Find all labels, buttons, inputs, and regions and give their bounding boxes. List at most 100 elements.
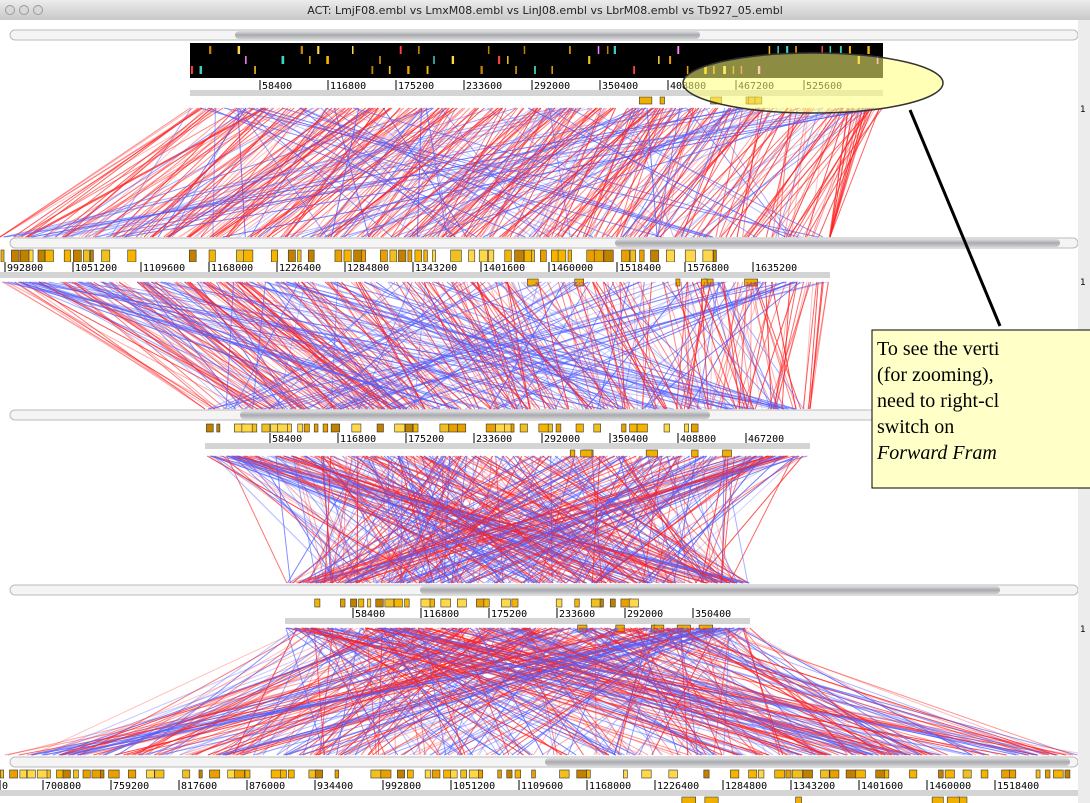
gene-feature: [758, 770, 764, 778]
gene-feature: [484, 599, 489, 607]
ruler-label: 992800: [7, 263, 43, 274]
gene-feature: [469, 250, 475, 262]
gene-feature: [146, 770, 154, 778]
gene-feature: [183, 770, 190, 778]
gene-feature: [326, 56, 329, 64]
gene-feature: [587, 770, 591, 778]
gene-feature: [304, 424, 309, 432]
gene-feature: [331, 424, 340, 432]
ruler-label: 1109600: [143, 263, 185, 274]
gene-feature: [669, 770, 678, 778]
gene-feature: [444, 770, 451, 778]
ruler-label: 175200: [398, 81, 434, 92]
gene-feature: [458, 424, 466, 432]
gene-feature: [604, 250, 613, 262]
gene-feature: [209, 46, 211, 54]
gene-feature: [128, 250, 136, 262]
gene-feature: [669, 56, 671, 64]
scrollbar-thumb[interactable]: [240, 411, 710, 419]
match-line: [776, 282, 807, 409]
ruler-label: 1460000: [551, 263, 593, 274]
gene-feature: [515, 66, 517, 74]
ruler-label: 1051200: [453, 781, 495, 792]
gene-feature: [45, 250, 53, 262]
gene-feature: [315, 599, 320, 607]
scrollbar-thumb[interactable]: [420, 586, 1000, 594]
gene-feature: [796, 797, 802, 803]
gene-feature: [317, 46, 319, 54]
gene-feature: [252, 424, 257, 432]
callout-text: To see the verti(for zooming),need to ri…: [876, 338, 1000, 464]
gene-feature: [376, 599, 383, 607]
gene-feature: [390, 250, 397, 262]
gene-feature: [594, 424, 601, 432]
gene-feature: [433, 250, 436, 262]
gene-feature: [189, 250, 196, 262]
gene-feature: [271, 250, 277, 262]
gene-feature: [520, 424, 527, 432]
gene-feature: [769, 46, 771, 54]
scrollbar-thumb[interactable]: [235, 31, 700, 39]
gene-feature: [488, 250, 494, 262]
gene-feature: [27, 770, 35, 778]
gene-feature: [488, 46, 490, 54]
side-label: 1: [1080, 105, 1086, 115]
gene-feature: [560, 770, 570, 778]
gene-feature: [245, 770, 250, 778]
gene-feature: [703, 250, 713, 262]
gene-feature: [395, 424, 405, 432]
gene-feature: [381, 770, 391, 778]
gene-feature: [666, 250, 674, 262]
gene-feature: [660, 97, 664, 104]
ruler-label: 1343200: [793, 781, 835, 792]
gene-feature: [658, 56, 660, 64]
gene-feature: [849, 46, 851, 54]
gene-feature: [206, 424, 213, 432]
ruler-label: 58400: [272, 434, 302, 445]
gene-feature: [551, 250, 558, 262]
zoom-button[interactable]: [34, 6, 43, 15]
ruler-label: 992800: [385, 781, 421, 792]
gene-feature: [704, 770, 709, 778]
gene-feature: [344, 250, 351, 262]
gene-feature: [963, 770, 971, 778]
ruler-label: 1635200: [755, 263, 797, 274]
gene-feature: [461, 770, 467, 778]
gene-feature: [0, 770, 3, 778]
gene-feature: [109, 770, 120, 778]
gene-feature: [128, 770, 135, 778]
gene-feature: [496, 424, 506, 432]
ruler-label: 1051200: [75, 263, 117, 274]
gene-feature: [377, 424, 383, 432]
gene-feature: [20, 250, 30, 262]
gene-feature: [407, 770, 413, 778]
close-button[interactable]: [6, 6, 15, 15]
scrollbar-thumb[interactable]: [545, 758, 1070, 766]
gene-feature: [352, 46, 354, 54]
ruler-label: 58400: [355, 609, 385, 620]
gene-feature: [498, 56, 500, 64]
gene-feature: [56, 770, 63, 778]
gene-feature: [575, 599, 579, 607]
gene-feature: [507, 56, 509, 64]
gene-feature: [551, 66, 553, 74]
window-title: ACT: LmjF08.embl vs LmxM08.embl vs LinJ0…: [307, 4, 783, 17]
gene-feature: [199, 770, 202, 778]
gene-feature: [367, 599, 370, 607]
scrollbar-thumb[interactable]: [615, 239, 1060, 247]
gene-feature: [238, 46, 240, 54]
ruler-label: 1168000: [211, 263, 253, 274]
minimize-button[interactable]: [20, 6, 29, 15]
gene-feature: [217, 424, 220, 432]
ruler-label: 1518400: [619, 263, 661, 274]
gene-feature: [209, 770, 219, 778]
gene-feature: [83, 250, 89, 262]
gene-feature: [209, 250, 215, 262]
gene-feature: [315, 770, 322, 778]
ruler-label: 292000: [544, 434, 580, 445]
callout-line: need to right-cl: [877, 390, 1000, 412]
gene-feature: [102, 250, 110, 262]
gene-feature: [909, 770, 916, 778]
ruler-label: 233600: [466, 81, 502, 92]
gene-feature: [335, 250, 342, 262]
